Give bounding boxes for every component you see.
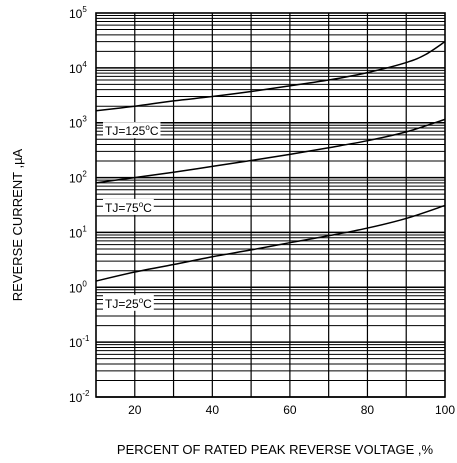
plot-frame (95, 12, 446, 398)
x-tick-label: 40 (206, 403, 220, 417)
curve-label-text: TJ=25oC (105, 296, 152, 311)
curve-label-bg (103, 198, 154, 215)
curve-label-bg (103, 294, 154, 311)
curve-label-0: TJ=125oC (103, 122, 161, 139)
y-axis-title: REVERSE CURRENT ,µA (10, 148, 25, 301)
y-tick-label: 100 (69, 279, 87, 295)
curve-label-text: TJ=125oC (105, 123, 159, 138)
y-tick-label: 10-1 (69, 334, 90, 350)
x-tick-label: 20 (128, 403, 142, 417)
x-tick-labels: 20 40 60 80 100 (128, 403, 455, 417)
y-tick-label: 10-2 (69, 389, 90, 405)
x-tick-label: 60 (283, 403, 297, 417)
x-tick-label: 100 (435, 403, 455, 417)
y-tick-label: 105 (69, 5, 87, 21)
x-axis-title: PERCENT OF RATED PEAK REVERSE VOLTAGE ,% (117, 442, 434, 457)
y-tick-label: 101 (69, 224, 87, 240)
series-curves (95, 41, 446, 282)
y-tick-labels: 10-2 10-1 100 101 102 103 104 105 (69, 5, 90, 405)
curve-label-1: TJ=75oC (103, 198, 154, 215)
series-line-2 (95, 204, 446, 282)
grid (96, 13, 445, 398)
y-tick-label: 103 (69, 115, 87, 131)
curve-label-2: TJ=25oC (103, 294, 154, 311)
x-tick-label: 80 (361, 403, 375, 417)
series-line-0 (95, 41, 446, 112)
curve-labels: TJ=125oC TJ=75oC TJ=25oC (103, 122, 161, 311)
series-line-1 (95, 118, 446, 184)
curve-label-bg (103, 122, 161, 139)
curve-label-text: TJ=75oC (105, 200, 152, 215)
y-tick-label: 104 (69, 60, 87, 76)
y-tick-label: 102 (69, 170, 87, 186)
